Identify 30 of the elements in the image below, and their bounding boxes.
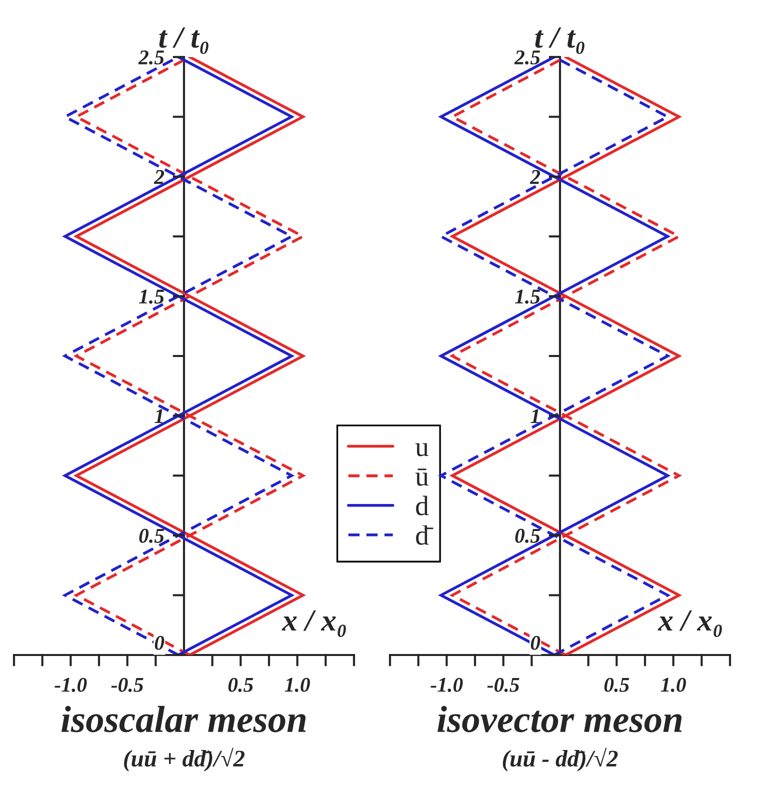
y-tick-label: 2.5 [138,50,164,65]
text: isovector meson [438,706,682,732]
x-axis-title: x / x₀ [282,610,346,637]
legend-label: d̄ [416,525,434,545]
x-tick-label: 0.5 [228,678,254,692]
x-tick-label: -1.0 [54,678,87,692]
y-tick-label: 2 [154,170,164,184]
legend-label: u [415,443,428,456]
y-tick-label: 0.5 [139,528,164,543]
legend-label: ū [415,468,428,486]
x-tick-label: -1.0 [430,678,463,692]
y-tick-label: 1 [154,409,162,424]
y-tick-label: 1 [530,409,538,424]
x-tick-label: 0.5 [604,678,630,692]
text: (uū + dd̄)/√2 [124,748,245,772]
x-axis-title: x / x₀ [658,610,722,637]
x-tick-label: -0.5 [111,678,144,692]
y-tick-label: 0.5 [515,528,540,543]
y-tick-label: 0 [530,636,540,650]
x-tick-label: -0.5 [487,678,520,692]
y-tick-label: 0 [154,636,164,650]
x-tick-label: 1.0 [284,678,310,692]
y-tick-label: 2 [530,170,540,184]
text: (uū - dd̄)/√2 [502,748,618,772]
y-tick-label: 2.5 [514,50,540,65]
y-tick-label: 1.5 [139,290,164,304]
y-tick-label: 1.5 [515,290,540,304]
x-tick-label: 1.0 [660,678,686,692]
legend-label: d [416,496,429,516]
text: isoscalar meson [62,706,306,732]
